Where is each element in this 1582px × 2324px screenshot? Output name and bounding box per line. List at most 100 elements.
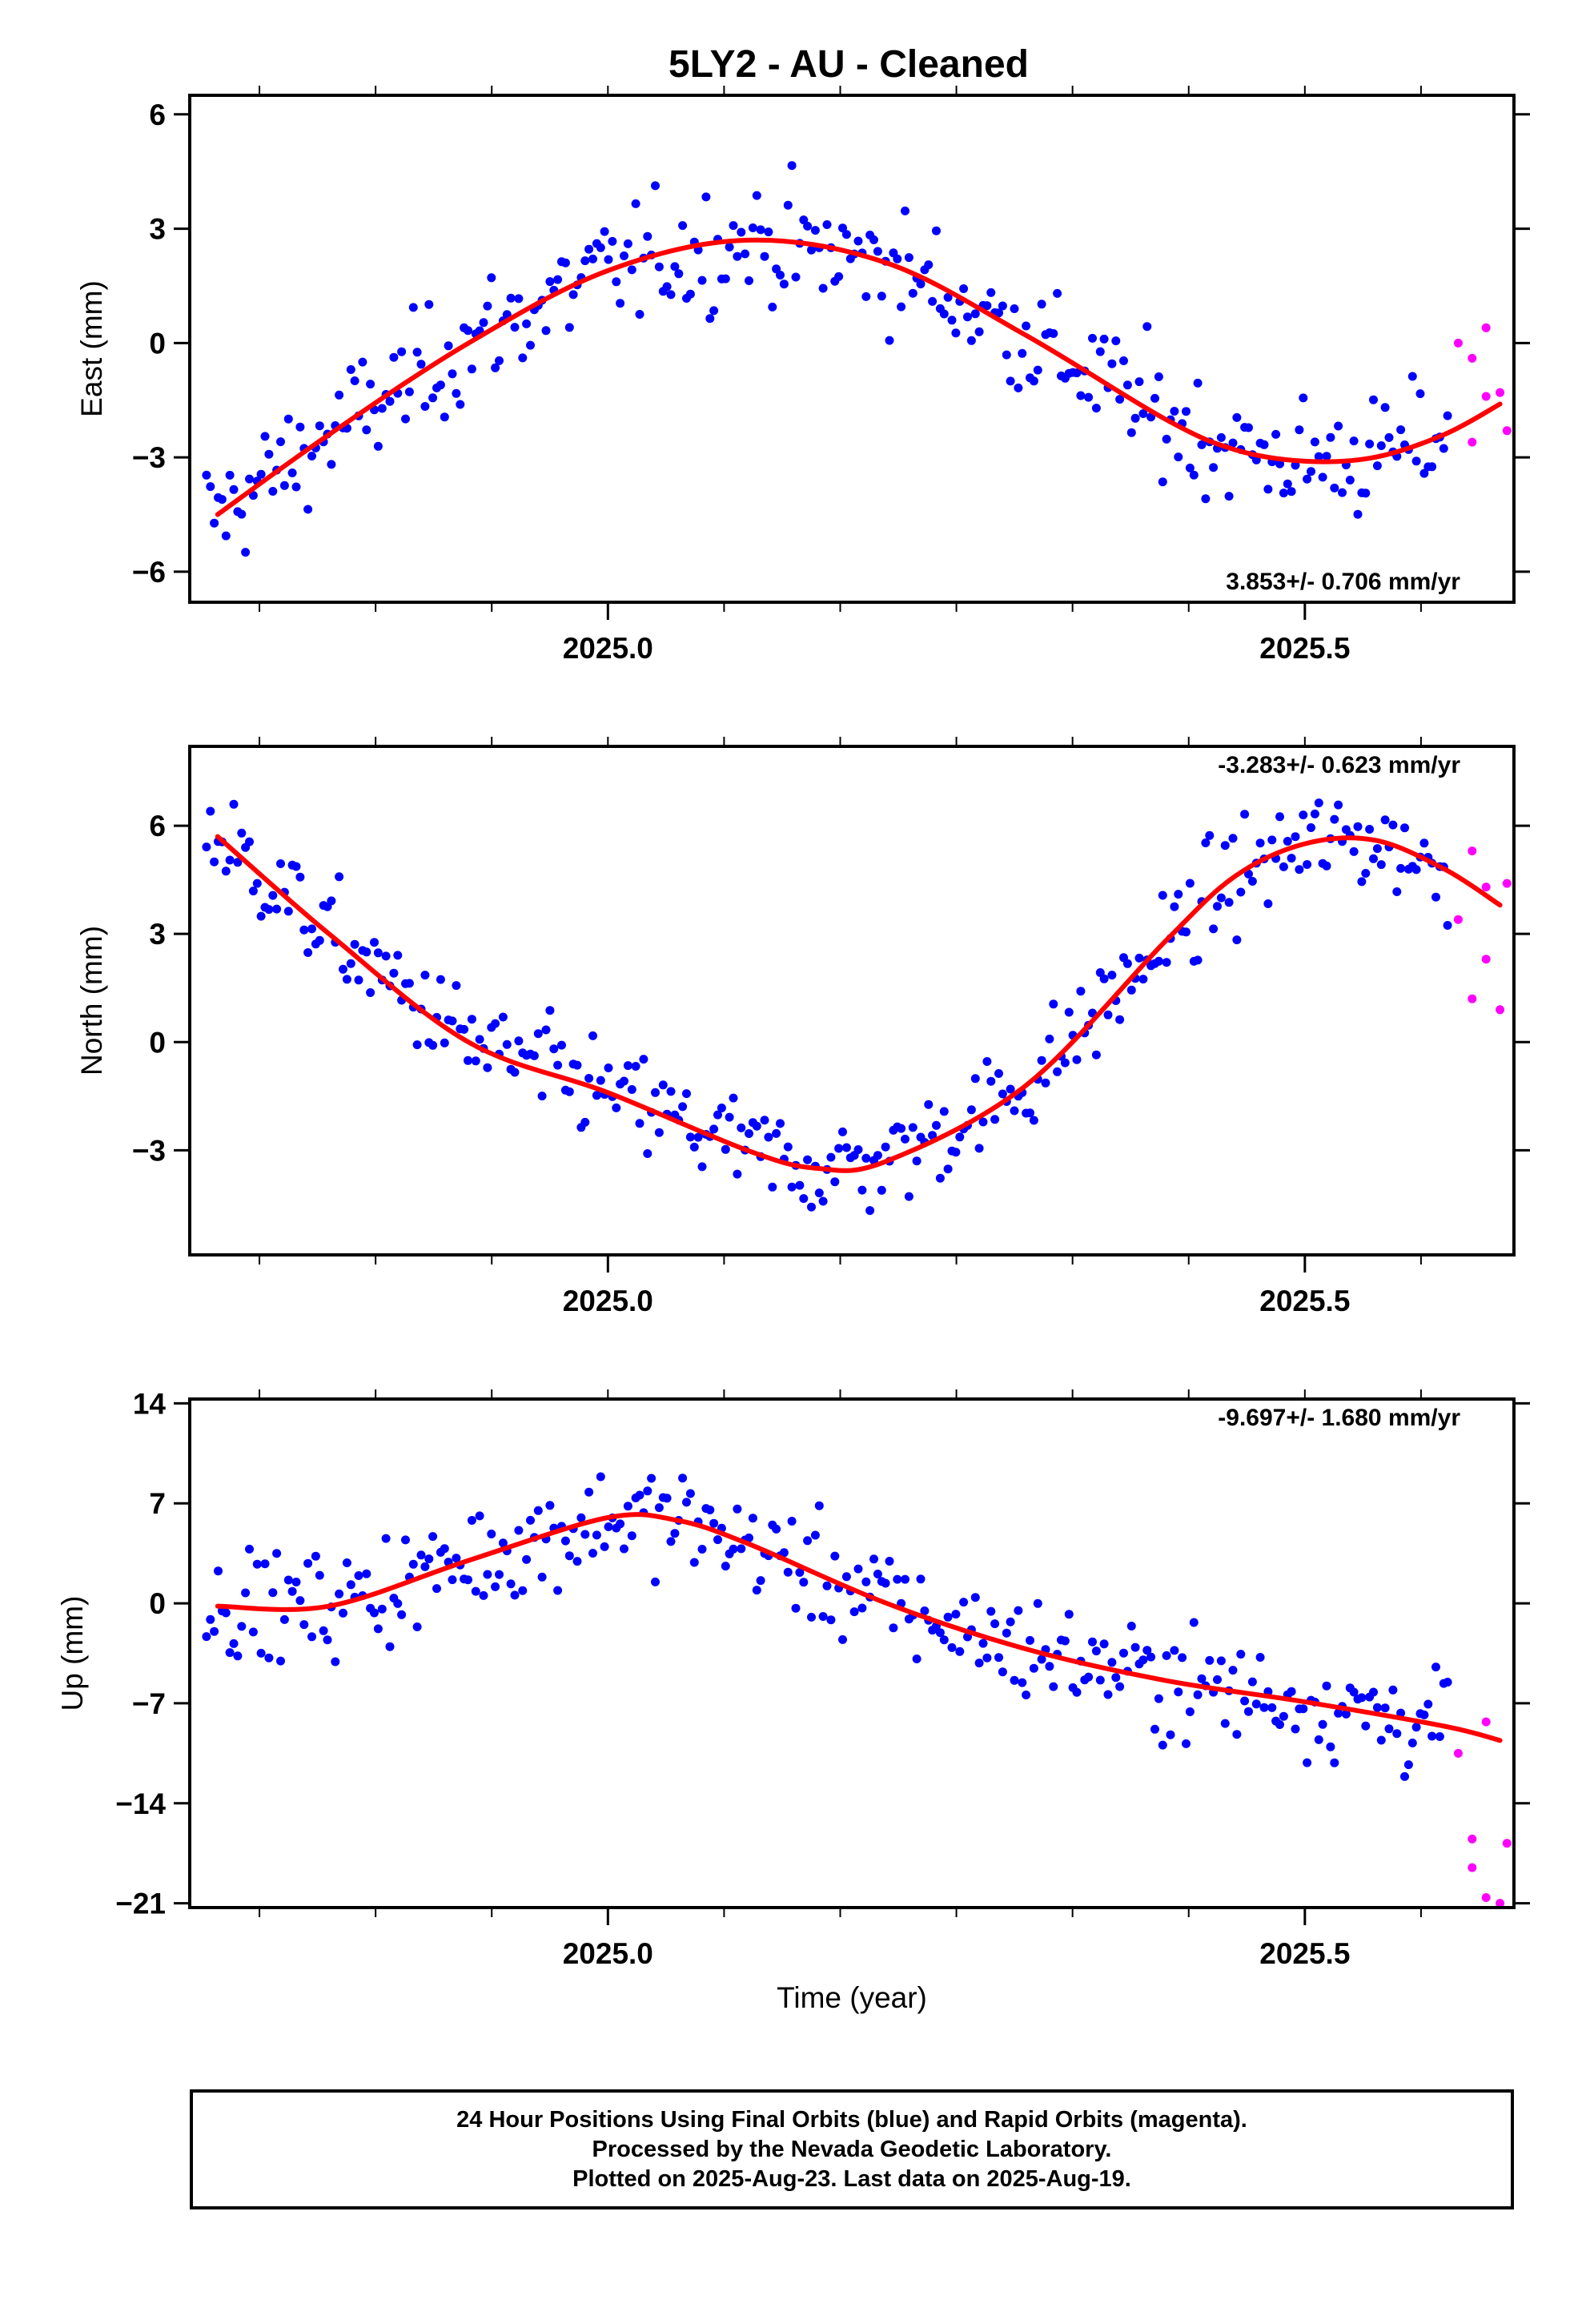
final-point — [849, 1607, 859, 1617]
final-point — [799, 1194, 809, 1204]
final-point — [791, 272, 801, 282]
final-point — [393, 1598, 403, 1608]
final-point — [217, 495, 227, 505]
final-point — [935, 1628, 945, 1638]
final-point — [397, 347, 407, 356]
final-point — [315, 1570, 324, 1580]
final-point — [752, 1121, 761, 1131]
final-point — [662, 282, 672, 292]
final-point — [1072, 368, 1082, 378]
final-point — [1244, 1707, 1253, 1716]
final-point — [252, 1559, 262, 1569]
final-point — [737, 1123, 746, 1132]
final-point — [264, 1653, 274, 1663]
final-point — [639, 1055, 648, 1064]
final-point — [510, 1590, 520, 1600]
final-point — [564, 323, 574, 332]
x-tick-label: 2025.5 — [1259, 632, 1350, 665]
final-point — [506, 1579, 516, 1589]
final-point — [1310, 437, 1319, 447]
final-point — [245, 837, 254, 846]
final-point — [1380, 815, 1390, 825]
final-point — [416, 1550, 426, 1560]
final-point — [412, 348, 422, 357]
panel-3: 2025.0 2025.5 14 7 0 −7 −14 −21 Up (mm) -9.697+/-… — [56, 1387, 1530, 2014]
final-point — [1299, 393, 1308, 403]
final-point — [1119, 356, 1128, 365]
rapid-point — [1481, 955, 1491, 964]
final-point — [529, 1051, 539, 1060]
final-point — [1091, 1050, 1101, 1059]
rapid-point — [1468, 1863, 1477, 1872]
final-point — [522, 1554, 532, 1564]
final-point — [1037, 1655, 1046, 1664]
final-point — [986, 287, 996, 297]
final-point — [1259, 440, 1269, 449]
final-point — [970, 309, 980, 319]
final-point — [1251, 1699, 1261, 1709]
final-point — [1099, 974, 1109, 983]
final-point — [1443, 1678, 1452, 1687]
final-point — [303, 948, 313, 957]
final-point — [210, 1626, 219, 1636]
final-point — [1279, 1711, 1288, 1721]
final-point — [1349, 1687, 1359, 1697]
final-point — [838, 1634, 847, 1644]
final-point — [268, 891, 278, 900]
final-point — [1232, 935, 1242, 945]
final-point — [404, 979, 414, 988]
final-point — [487, 273, 496, 283]
final-point — [1334, 421, 1343, 431]
final-point — [697, 275, 707, 285]
final-point — [588, 1031, 597, 1040]
final-point — [966, 1105, 976, 1115]
final-point — [760, 1116, 769, 1125]
final-point — [373, 441, 383, 451]
final-point — [557, 1040, 566, 1050]
y-axis-label: North (mm) — [75, 926, 108, 1076]
final-point — [498, 1538, 508, 1548]
final-point — [553, 1586, 563, 1595]
final-point — [1111, 336, 1121, 346]
final-point — [241, 1588, 251, 1598]
final-point — [772, 1524, 781, 1534]
final-point — [510, 1068, 520, 1077]
final-point — [986, 1076, 996, 1086]
final-point — [1103, 1010, 1113, 1019]
final-point — [1002, 350, 1011, 360]
final-point — [701, 192, 711, 202]
final-point — [901, 1574, 909, 1584]
final-point — [424, 1554, 434, 1564]
final-point — [1357, 877, 1367, 887]
final-point — [1314, 452, 1323, 461]
final-point — [994, 1653, 1003, 1663]
final-point — [1010, 1675, 1019, 1685]
final-point — [620, 1544, 628, 1554]
final-point — [1275, 812, 1284, 822]
final-point — [428, 1040, 438, 1050]
final-point — [803, 1536, 813, 1546]
final-point — [1209, 463, 1219, 472]
rapid-orbit-points — [1453, 846, 1512, 1015]
final-point — [869, 235, 878, 244]
final-point — [272, 1549, 282, 1558]
final-point — [612, 277, 621, 287]
final-point — [982, 1057, 992, 1066]
rapid-point — [1481, 883, 1491, 892]
final-point — [939, 1635, 949, 1645]
final-point — [533, 1029, 543, 1039]
final-point — [1303, 1758, 1312, 1767]
final-point — [916, 279, 926, 289]
final-point — [327, 896, 336, 906]
final-point — [502, 1039, 512, 1049]
final-point — [1357, 1693, 1367, 1703]
final-point — [869, 1554, 878, 1564]
final-point — [776, 1119, 785, 1128]
final-point — [1022, 321, 1031, 331]
final-point — [279, 1614, 289, 1624]
final-point — [756, 225, 765, 235]
final-point — [1236, 887, 1246, 897]
final-point — [260, 1559, 270, 1569]
final-point — [841, 1143, 851, 1152]
final-point — [287, 468, 297, 477]
